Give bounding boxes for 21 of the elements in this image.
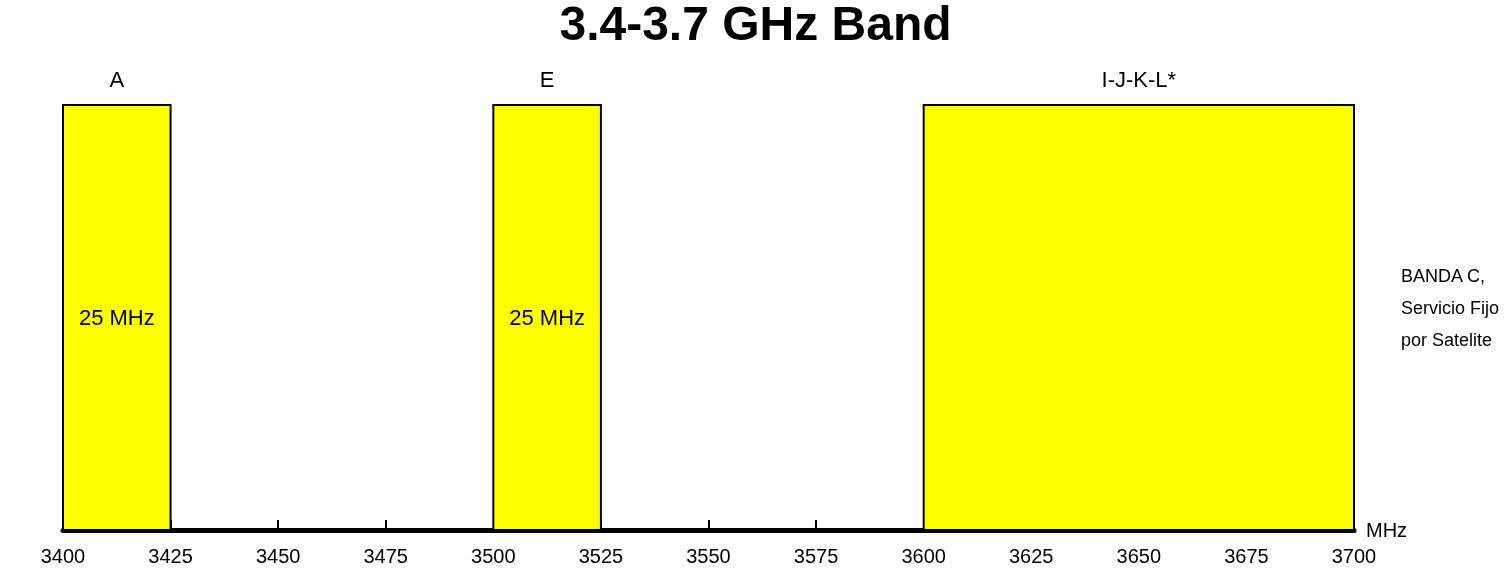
x-tick-label: 3550 [686,545,731,567]
series-label: I-J-K-L* [1101,66,1177,92]
x-tick-label: 3400 [40,545,86,567]
x-tick-label: 3575 [793,545,839,567]
data-label: 25 MHz [78,305,155,330]
text: 3.4-3.7 GHz Band [559,0,952,50]
series-label: E [539,66,555,92]
x-tick-label: 3700 [1331,545,1377,567]
text: BANDA C, Servicio Fijo por Satelite [1400,266,1500,350]
x-axis-title: MHz [1366,519,1408,541]
x-tick-label: 3450 [255,545,301,567]
x-tick-label: 3625 [1009,545,1054,567]
x-tick-label: 3650 [1116,545,1162,567]
data-label: 25 MHz [509,305,586,330]
x-tick-label: 3475 [363,545,408,567]
x-tick-label: 3525 [578,545,624,567]
series-label: A [109,66,125,92]
x-tick-label: 3425 [148,545,193,567]
x-tick-label: 3500 [471,545,516,567]
x-tick-label: 3600 [901,545,946,567]
x-tick-label: 3675 [1224,545,1269,567]
